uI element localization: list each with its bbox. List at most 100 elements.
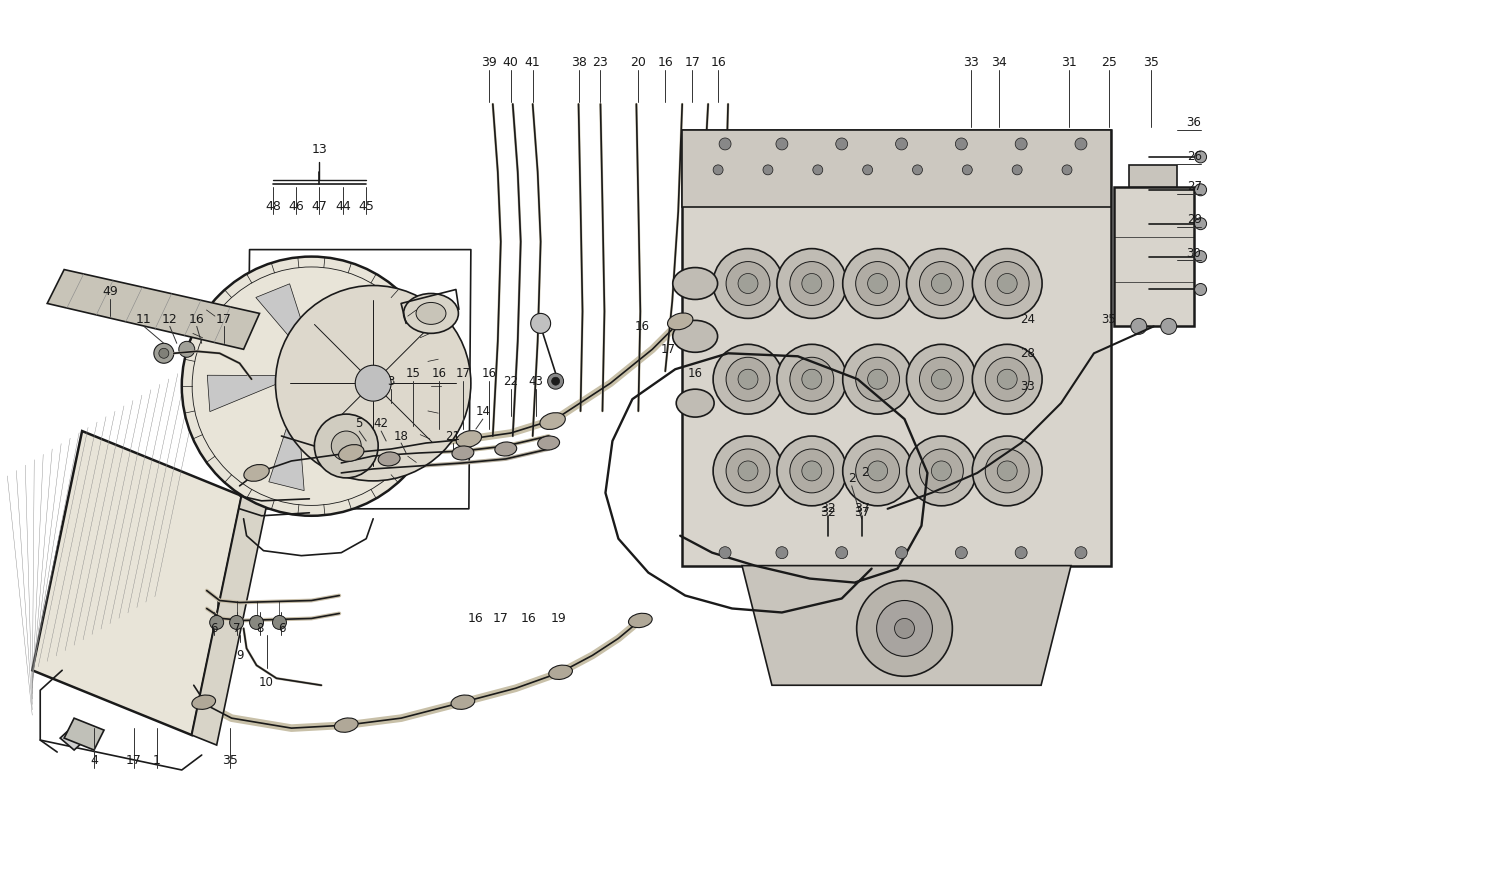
Circle shape — [855, 262, 900, 306]
Circle shape — [302, 376, 321, 396]
Text: 16: 16 — [657, 56, 674, 69]
Circle shape — [1016, 138, 1028, 150]
Text: 14: 14 — [476, 405, 490, 418]
Text: 16: 16 — [468, 612, 483, 625]
Circle shape — [932, 461, 951, 481]
Bar — [682, 130, 1112, 207]
Circle shape — [712, 249, 783, 318]
Ellipse shape — [244, 464, 268, 481]
Text: 10: 10 — [260, 675, 274, 689]
Text: 30: 30 — [1186, 247, 1202, 260]
Circle shape — [552, 377, 560, 385]
Circle shape — [855, 357, 900, 401]
Text: 48: 48 — [266, 200, 282, 213]
Circle shape — [906, 249, 976, 318]
Ellipse shape — [537, 436, 560, 450]
Text: 18: 18 — [393, 429, 408, 443]
Text: 5: 5 — [356, 417, 363, 429]
Text: 31: 31 — [1060, 56, 1077, 69]
Text: 25: 25 — [1101, 56, 1118, 69]
Circle shape — [932, 274, 951, 293]
Text: 15: 15 — [405, 367, 420, 380]
Polygon shape — [192, 496, 267, 745]
Ellipse shape — [339, 445, 364, 462]
Text: 43: 43 — [528, 375, 543, 388]
Text: 34: 34 — [992, 56, 1006, 69]
Circle shape — [920, 357, 963, 401]
Text: 17: 17 — [456, 367, 471, 380]
Circle shape — [1194, 250, 1206, 263]
Text: 35: 35 — [1143, 56, 1158, 69]
Text: 16: 16 — [634, 320, 650, 333]
Circle shape — [332, 431, 362, 461]
Text: 29: 29 — [1186, 213, 1202, 226]
Circle shape — [998, 274, 1017, 293]
Circle shape — [920, 449, 963, 493]
Text: 47: 47 — [312, 200, 327, 213]
Ellipse shape — [452, 695, 474, 709]
Circle shape — [836, 547, 848, 559]
Circle shape — [1194, 217, 1206, 230]
Circle shape — [712, 436, 783, 506]
Text: 32: 32 — [821, 503, 836, 515]
Polygon shape — [207, 375, 297, 412]
Circle shape — [867, 461, 888, 481]
Text: 9: 9 — [236, 649, 243, 662]
Circle shape — [1194, 283, 1206, 296]
Circle shape — [290, 364, 333, 408]
Circle shape — [836, 138, 848, 150]
Ellipse shape — [540, 413, 566, 429]
Text: 2: 2 — [861, 466, 868, 479]
Circle shape — [855, 449, 900, 493]
Circle shape — [906, 436, 976, 506]
Circle shape — [738, 369, 758, 389]
Circle shape — [856, 581, 952, 676]
Text: 19: 19 — [550, 612, 567, 625]
Circle shape — [273, 616, 286, 629]
Polygon shape — [742, 566, 1071, 685]
Ellipse shape — [192, 695, 216, 709]
Circle shape — [972, 436, 1042, 506]
Ellipse shape — [456, 430, 482, 447]
Circle shape — [726, 449, 770, 493]
Text: 21: 21 — [446, 429, 460, 443]
Polygon shape — [32, 431, 242, 735]
Circle shape — [712, 165, 723, 175]
Text: 16: 16 — [520, 612, 537, 625]
Circle shape — [986, 357, 1029, 401]
Text: 12: 12 — [162, 313, 177, 326]
Polygon shape — [256, 284, 316, 369]
Text: 24: 24 — [1020, 313, 1035, 326]
Text: 33: 33 — [963, 56, 980, 69]
Ellipse shape — [334, 718, 358, 732]
Text: 13: 13 — [312, 143, 327, 157]
Text: 36: 36 — [1186, 116, 1202, 128]
Ellipse shape — [416, 302, 446, 324]
Circle shape — [1194, 151, 1206, 163]
Circle shape — [1161, 318, 1176, 334]
Circle shape — [712, 344, 783, 414]
Circle shape — [906, 344, 976, 414]
Circle shape — [920, 262, 963, 306]
Circle shape — [843, 436, 912, 506]
Ellipse shape — [672, 321, 717, 352]
Text: 49: 49 — [102, 285, 118, 298]
Circle shape — [776, 547, 788, 559]
Circle shape — [867, 369, 888, 389]
Polygon shape — [682, 130, 1112, 566]
Ellipse shape — [672, 267, 717, 299]
Circle shape — [802, 274, 822, 293]
Text: 46: 46 — [288, 200, 304, 213]
Text: 17: 17 — [216, 313, 231, 326]
Circle shape — [182, 257, 441, 516]
Text: 17: 17 — [684, 56, 700, 69]
Ellipse shape — [668, 313, 693, 330]
Text: 16: 16 — [189, 313, 204, 326]
Text: 35: 35 — [222, 754, 237, 766]
Circle shape — [1076, 547, 1088, 559]
Text: 45: 45 — [358, 200, 374, 213]
Circle shape — [531, 314, 550, 333]
Polygon shape — [46, 270, 260, 349]
Text: 26: 26 — [1186, 151, 1202, 163]
Circle shape — [896, 138, 908, 150]
